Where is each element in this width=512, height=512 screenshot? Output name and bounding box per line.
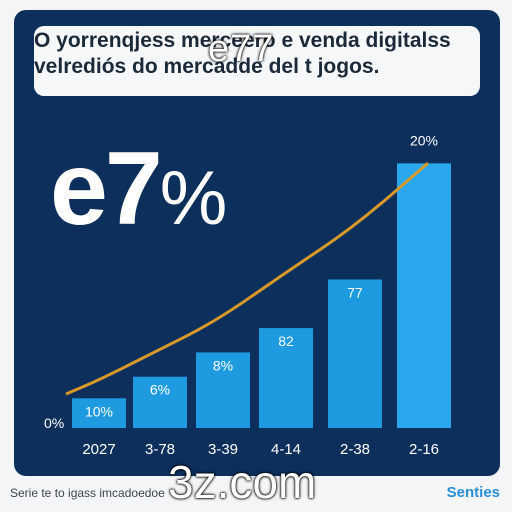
chart-title: O yorrenqjess merceero e venda digitalss… xyxy=(34,28,474,80)
x-tick-label-6: 2-16 xyxy=(409,441,439,458)
bar-6 xyxy=(397,163,451,428)
bar-2 xyxy=(133,376,187,428)
data-label-2: 6% xyxy=(150,382,170,398)
data-label-3: 8% xyxy=(213,357,233,373)
data-label-1: 10% xyxy=(85,403,113,419)
headline-stat-value: e7 xyxy=(50,131,163,247)
headline-stat: e7% xyxy=(50,130,227,249)
x-tick-label-2: 3-78 xyxy=(145,441,175,458)
bar-5 xyxy=(328,279,382,428)
data-label-6: 20% xyxy=(410,132,438,148)
trend-line xyxy=(65,161,429,396)
bar-1 xyxy=(72,398,126,428)
footer-note: Serie te to igass imcadoedoe xyxy=(10,486,165,500)
y-axis-start-label: 0% xyxy=(44,415,64,431)
x-tick-label-5: 2-38 xyxy=(340,441,370,458)
headline-stat-suffix: % xyxy=(159,156,228,241)
chart-title-line-1: O yorrenqjess merceero e venda digitalss xyxy=(34,29,451,52)
title-box xyxy=(34,26,480,96)
data-label-4: 82 xyxy=(278,333,294,349)
watermark-top: e77 xyxy=(208,28,275,70)
bar-4 xyxy=(259,328,313,428)
x-tick-label-1: 2027 xyxy=(82,441,115,458)
data-label-5: 77 xyxy=(347,285,363,301)
footer-brand: Senties xyxy=(446,484,500,501)
bar-3 xyxy=(196,352,250,428)
x-tick-label-3: 3-39 xyxy=(208,441,238,458)
x-tick-label-4: 4-14 xyxy=(271,441,301,458)
watermark-bottom: 3z.com xyxy=(168,456,317,508)
chart-title-line-2: velrediós do mercadde del t jogos. xyxy=(34,55,380,78)
